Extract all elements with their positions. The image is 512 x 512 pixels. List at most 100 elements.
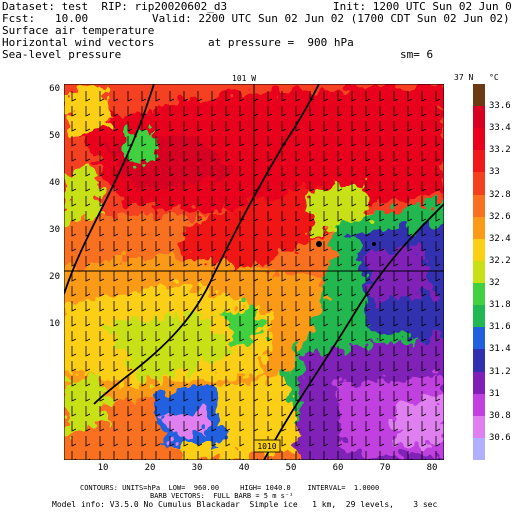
wind-barb	[379, 226, 385, 237]
wind-barb	[421, 91, 427, 102]
wind-barb	[281, 166, 287, 177]
wind-barb	[99, 181, 105, 192]
wind-barb	[113, 91, 119, 102]
wind-barb	[239, 376, 245, 387]
wind-barb	[421, 121, 427, 132]
wind-barb	[421, 346, 427, 357]
wind-barb	[99, 331, 105, 342]
color-bar-level: 30.6	[489, 432, 511, 443]
wind-barb	[267, 181, 273, 192]
wind-barb	[337, 406, 343, 417]
wind-barb	[85, 91, 91, 102]
wind-barb	[225, 91, 231, 102]
wind-barb	[295, 376, 301, 387]
x-tick-label: 50	[285, 463, 297, 473]
color-bar-level: 31.6	[489, 322, 511, 333]
wind-barb	[239, 436, 245, 447]
wind-barb	[435, 121, 441, 132]
wind-barb	[211, 361, 217, 372]
color-bar-level: 31	[489, 388, 500, 399]
wind-barb	[295, 421, 301, 432]
wind-barb	[71, 166, 77, 177]
wind-barb	[183, 241, 189, 252]
wind-barb	[71, 196, 77, 207]
barb-info: BARB VECTORS: FULL BARB = 5 m s⁻¹	[150, 492, 294, 500]
wind-barb	[225, 286, 231, 297]
wind-barb	[127, 361, 133, 372]
wind-barb	[183, 226, 189, 237]
wind-barb	[421, 376, 427, 387]
wind-barb	[71, 121, 77, 132]
wind-barb	[141, 391, 147, 402]
wind-barb	[71, 211, 77, 222]
wind-barb	[183, 316, 189, 327]
color-bar-swatch	[473, 150, 485, 173]
wind-barb	[71, 316, 77, 327]
wind-barb	[183, 151, 189, 162]
wind-barb	[99, 391, 105, 402]
wind-barb	[337, 136, 343, 147]
wind-barb	[85, 301, 91, 312]
wind-barb	[267, 151, 273, 162]
color-bar-level: 33	[489, 167, 500, 178]
wind-barb	[365, 331, 371, 342]
forecast-hour: Fcst: 10.00	[2, 12, 89, 25]
wind-barb	[155, 181, 161, 192]
wind-barb	[99, 241, 105, 252]
wind-barb	[155, 301, 161, 312]
wind-barb	[155, 241, 161, 252]
wind-barb	[99, 376, 105, 387]
wind-barb	[99, 226, 105, 237]
wind-barb	[281, 361, 287, 372]
wind-barb	[421, 301, 427, 312]
wind-barb	[99, 406, 105, 417]
wind-barb	[435, 271, 441, 282]
wind-barb	[351, 256, 357, 267]
wind-barb	[421, 361, 427, 372]
wind-barb	[267, 166, 273, 177]
wind-barb	[85, 166, 91, 177]
wind-barb	[85, 121, 91, 132]
wind-barb	[407, 316, 413, 327]
color-bar-swatch	[473, 371, 485, 395]
x-tick-label: 20	[144, 463, 156, 473]
wind-barb	[211, 136, 217, 147]
wind-barb	[197, 286, 203, 297]
wind-barb	[99, 136, 105, 147]
wind-barb	[407, 301, 413, 312]
latitude-label: 37 N	[454, 73, 474, 82]
wind-barb	[323, 406, 329, 417]
wind-barb	[295, 91, 301, 102]
wind-barb	[225, 361, 231, 372]
isobar-central	[93, 84, 320, 405]
wind-barb	[393, 256, 399, 267]
wind-barb	[365, 406, 371, 417]
wind-barb	[379, 166, 385, 177]
wind-barb	[99, 301, 105, 312]
wind-barb	[267, 226, 273, 237]
wind-barb	[365, 121, 371, 132]
wind-barb	[85, 241, 91, 252]
wind-barb	[85, 211, 91, 222]
wind-barb	[197, 391, 203, 402]
wind-barb	[379, 361, 385, 372]
wind-barb	[169, 361, 175, 372]
wind-barb	[379, 436, 385, 447]
wind-barb	[211, 196, 217, 207]
wind-barb	[407, 196, 413, 207]
wind-barb	[379, 316, 385, 327]
wind-barb	[309, 361, 315, 372]
wind-barb	[225, 151, 231, 162]
wind-barb	[309, 406, 315, 417]
wind-barb	[99, 286, 105, 297]
wind-barb	[197, 361, 203, 372]
wind-barb	[211, 301, 217, 312]
wind-barb	[379, 301, 385, 312]
wind-barb	[295, 406, 301, 417]
wind-barb	[197, 91, 203, 102]
wind-barb	[309, 301, 315, 312]
wind-barb	[99, 436, 105, 447]
wind-barb	[295, 106, 301, 117]
wind-barb	[99, 166, 105, 177]
wind-barb	[113, 286, 119, 297]
